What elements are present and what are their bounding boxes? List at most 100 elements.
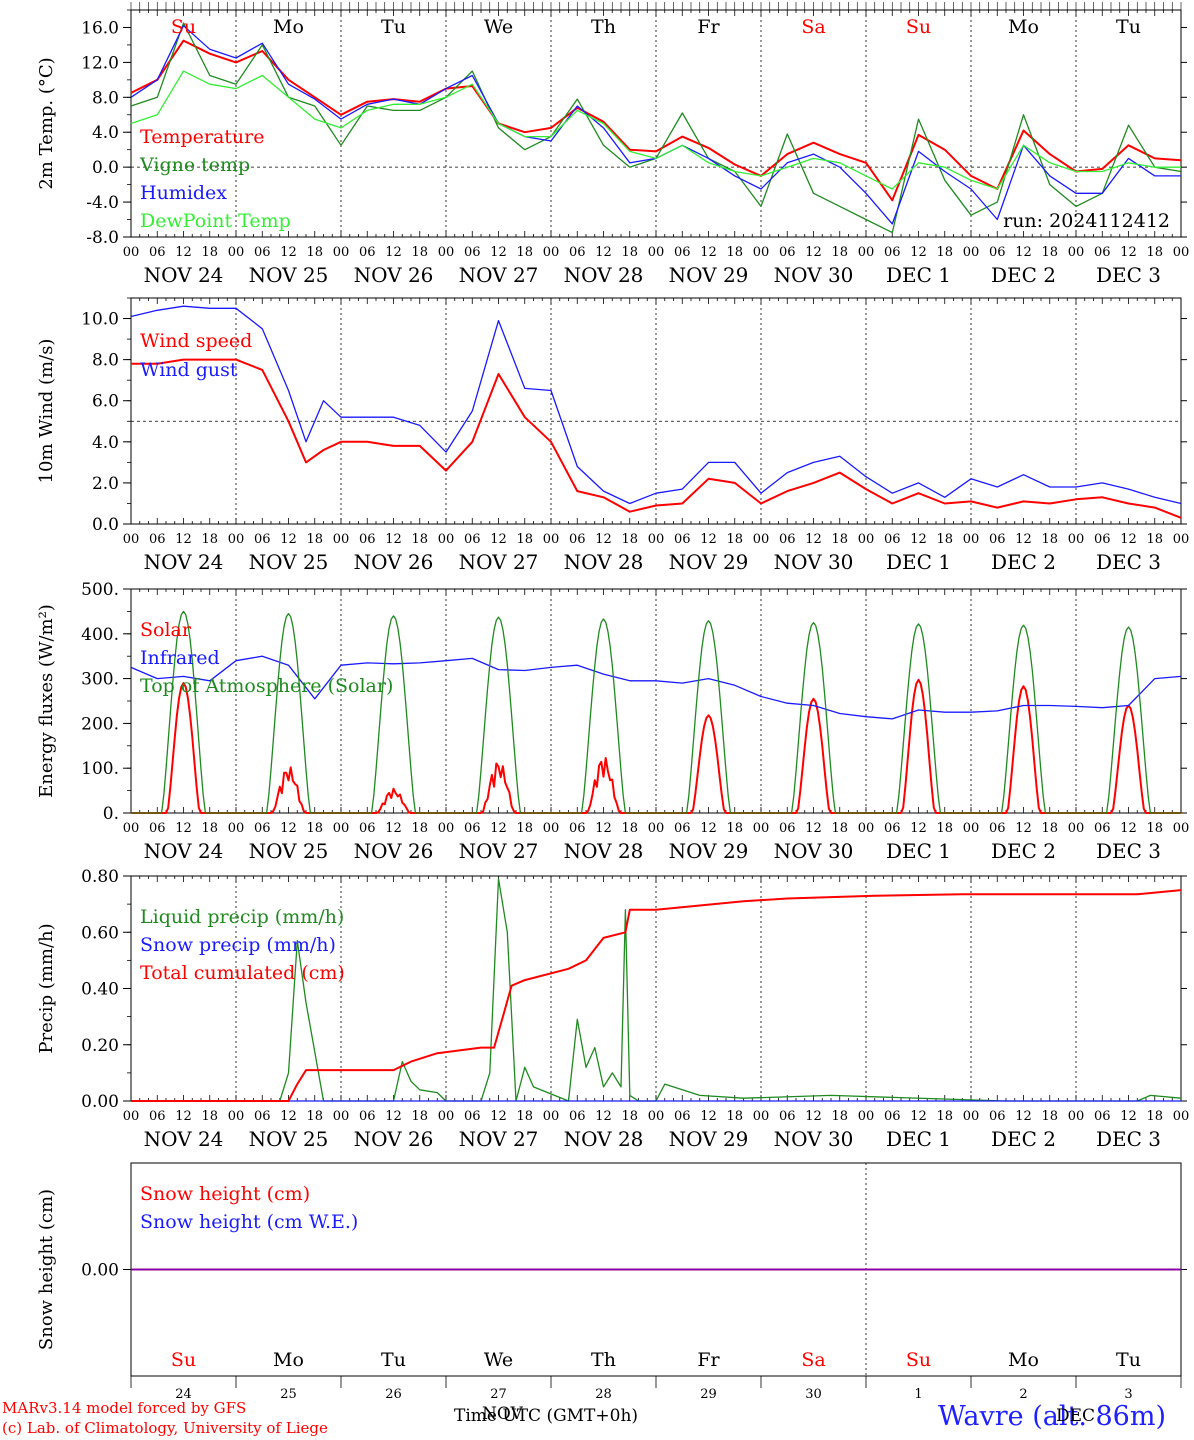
top-day-label: Sa <box>801 16 825 38</box>
hour-tick-label: 06 <box>149 245 166 260</box>
date-label: DEC 3 <box>1096 839 1161 863</box>
precip-ytick-label: 0.00 <box>81 1092 119 1112</box>
hour-tick-label: 06 <box>359 1109 376 1124</box>
top-day-label: Fr <box>697 16 720 38</box>
hour-tick-label: 12 <box>595 821 612 836</box>
hour-tick-label: 12 <box>595 532 612 547</box>
credit-line-1: MARv3.14 model forced by GFS <box>2 1399 247 1417</box>
snow-ytick-label: 0.00 <box>81 1261 119 1281</box>
hour-tick-label: 06 <box>779 821 796 836</box>
hour-tick-label: 00 <box>1068 245 1085 260</box>
day-number-label: 1 <box>914 1387 922 1402</box>
temperature-ytick-label: 12.0 <box>81 53 119 73</box>
hour-tick-label: 00 <box>858 821 875 836</box>
energy-ytick-label: 200. <box>81 714 119 734</box>
hour-tick-label: 12 <box>280 532 297 547</box>
hour-tick-label: 18 <box>831 1109 848 1124</box>
top-day-label: Mo <box>273 16 304 38</box>
day-number-label: 26 <box>385 1387 402 1402</box>
energy-ylabel: Energy fluxes (W/m²) <box>36 604 57 798</box>
snow-ylabel: Snow height (cm) <box>36 1189 57 1350</box>
hour-tick-label: 12 <box>385 532 402 547</box>
hour-tick-label: 06 <box>884 821 901 836</box>
hour-tick-label: 18 <box>1146 245 1163 260</box>
snow-legend-item: Snow height (cm W.E.) <box>140 1211 358 1233</box>
hour-tick-label: 18 <box>411 245 428 260</box>
hour-tick-label: 06 <box>254 1109 271 1124</box>
hour-tick-label: 00 <box>858 532 875 547</box>
hour-tick-label: 12 <box>1120 532 1137 547</box>
hour-tick-label: 00 <box>1173 1109 1190 1124</box>
hour-tick-label: 12 <box>805 532 822 547</box>
day-number-label: 2 <box>1019 1387 1027 1402</box>
hour-tick-label: 06 <box>1094 532 1111 547</box>
date-label: DEC 1 <box>886 263 951 287</box>
hour-tick-label: 18 <box>726 821 743 836</box>
hour-tick-label: 12 <box>1015 821 1032 836</box>
hour-tick-label: 06 <box>149 821 166 836</box>
hour-tick-label: 18 <box>726 532 743 547</box>
hour-tick-label: 12 <box>490 532 507 547</box>
hour-tick-label: 00 <box>123 821 140 836</box>
date-label: NOV 28 <box>564 839 644 863</box>
hour-tick-label: 18 <box>1041 1109 1058 1124</box>
hour-tick-label: 06 <box>779 532 796 547</box>
day-name-label: Fr <box>697 1349 720 1371</box>
day-name-label: Su <box>171 1349 196 1371</box>
date-label: NOV 30 <box>774 550 854 574</box>
hour-tick-label: 00 <box>1173 821 1190 836</box>
hour-tick-label: 12 <box>1015 245 1032 260</box>
date-label: NOV 29 <box>669 839 749 863</box>
hour-tick-label: 18 <box>516 1109 533 1124</box>
day-number-label: 30 <box>805 1387 822 1402</box>
date-label: NOV 28 <box>564 550 644 574</box>
hour-tick-label: 12 <box>280 821 297 836</box>
precip-ytick-label: 0.20 <box>81 1036 119 1056</box>
hour-tick-label: 00 <box>543 532 560 547</box>
hour-tick-label: 00 <box>753 821 770 836</box>
hour-tick-label: 00 <box>1173 532 1190 547</box>
energy-ytick-label: 400. <box>81 625 119 645</box>
hour-tick-label: 12 <box>805 821 822 836</box>
energy-ytick-label: 500. <box>81 580 119 600</box>
hour-tick-label: 12 <box>175 821 192 836</box>
snow-panel <box>123 1162 1187 1388</box>
date-label: DEC 3 <box>1096 550 1161 574</box>
hour-tick-label: 12 <box>805 1109 822 1124</box>
hour-tick-label: 12 <box>700 245 717 260</box>
date-label: NOV 25 <box>249 839 329 863</box>
hour-tick-label: 12 <box>1120 821 1137 836</box>
hour-tick-label: 00 <box>438 532 455 547</box>
wind-panel <box>123 297 1187 525</box>
precip-legend-item: Liquid precip (mm/h) <box>140 906 344 928</box>
energy-legend-item: Top of Atmosphere (Solar) <box>140 675 393 697</box>
temperature-series-dewpoint-temp <box>130 70 1181 190</box>
hour-tick-label: 12 <box>175 1109 192 1124</box>
hour-tick-label: 00 <box>228 532 245 547</box>
time-axis-title: Time UTC (GMT+0h) <box>454 1406 639 1426</box>
hour-tick-label: 18 <box>936 1109 953 1124</box>
day-number-label: 29 <box>700 1387 717 1402</box>
hour-tick-label: 18 <box>516 532 533 547</box>
day-number-label: 25 <box>280 1387 297 1402</box>
date-label: NOV 27 <box>459 839 539 863</box>
hour-tick-label: 00 <box>858 1109 875 1124</box>
hour-tick-label: 06 <box>884 1109 901 1124</box>
top-day-label: Su <box>171 16 196 38</box>
energy-legend-item: Infrared <box>140 647 220 669</box>
temperature-ytick-label: -8.0 <box>86 228 119 248</box>
temperature-ylabel: 2m Temp. (°C) <box>36 57 57 189</box>
credit-line-2: (c) Lab. of Climatology, University of L… <box>2 1419 328 1437</box>
station-label: Wavre (alt. 86m) <box>938 1401 1166 1432</box>
hour-tick-label: 06 <box>569 532 586 547</box>
temperature-legend-item: Temperature <box>140 126 264 148</box>
date-label: DEC 1 <box>886 839 951 863</box>
hour-tick-label: 18 <box>1041 821 1058 836</box>
hour-tick-label: 18 <box>831 245 848 260</box>
hour-tick-label: 06 <box>674 821 691 836</box>
energy-ytick-label: 0. <box>103 804 119 824</box>
hour-tick-label: 18 <box>411 1109 428 1124</box>
hour-tick-label: 12 <box>910 532 927 547</box>
hour-tick-label: 06 <box>569 245 586 260</box>
